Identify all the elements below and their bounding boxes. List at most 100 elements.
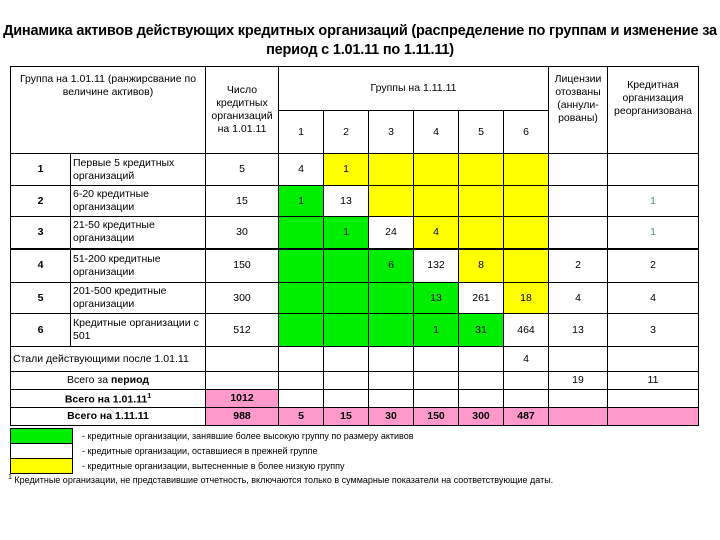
header-group-num: 1 bbox=[278, 110, 324, 154]
transition-cell: 1 bbox=[323, 153, 369, 186]
legend-swatch-green bbox=[10, 428, 73, 444]
transition-cell bbox=[503, 216, 549, 249]
new-active-cell bbox=[413, 346, 459, 372]
licenses-revoked bbox=[548, 153, 608, 186]
group-count: 15 bbox=[205, 185, 279, 217]
reorganized: 1 bbox=[607, 216, 699, 249]
table-cell bbox=[607, 346, 699, 372]
table-row: Стали действующими после 1.01.11 4 bbox=[10, 346, 699, 372]
group-number: 5 bbox=[10, 282, 71, 314]
reorganized: 1 bbox=[607, 185, 699, 217]
table-cell bbox=[205, 346, 279, 372]
transition-cell bbox=[368, 282, 414, 314]
transition-cell bbox=[323, 248, 369, 283]
legend-swatch-white bbox=[10, 443, 73, 459]
table-cell bbox=[503, 371, 549, 390]
total-end-cell: 300 bbox=[458, 407, 504, 426]
total-start-count: 1012 bbox=[205, 389, 279, 408]
table-cell bbox=[413, 389, 459, 408]
table-row: Всего на 1.01.111 1012 bbox=[10, 389, 699, 408]
header-licenses: Лицензии отозваны (аннули-рованы) bbox=[548, 66, 608, 154]
total-end-count: 988 bbox=[205, 407, 279, 426]
transition-cell bbox=[323, 282, 369, 314]
table-row: 2 6-20 кредитные организации 15 1 13 1 bbox=[10, 185, 699, 217]
group-count: 512 bbox=[205, 313, 279, 347]
transition-cell: 6 bbox=[368, 248, 414, 283]
transition-cell bbox=[458, 185, 504, 217]
table-cell bbox=[323, 389, 369, 408]
table-cell bbox=[548, 346, 608, 372]
table-cell bbox=[607, 407, 699, 426]
group-number: 2 bbox=[10, 185, 71, 217]
transition-cell bbox=[413, 153, 459, 186]
header-group-num: 5 bbox=[458, 110, 504, 154]
footnote: 1 Кредитные организации, не представивши… bbox=[8, 474, 554, 485]
group-number: 4 bbox=[10, 248, 71, 283]
legend-swatch-yellow bbox=[10, 458, 73, 474]
transition-cell: 1 bbox=[323, 216, 369, 249]
group-count: 150 bbox=[205, 248, 279, 283]
total-period-label: Всего за период bbox=[10, 371, 206, 390]
table-cell bbox=[368, 389, 414, 408]
transition-cell bbox=[458, 216, 504, 249]
transition-cell bbox=[503, 248, 549, 283]
table-row: Всего на 1.11.11 988 5 15 30 150 300 487 bbox=[10, 407, 699, 426]
table-row: 3 21-50 кредитные организации 30 1 24 4 1 bbox=[10, 216, 699, 249]
transition-cell bbox=[278, 313, 324, 347]
table-row: 6 Кредитные организации с 501 512 1 31 464 13 3 bbox=[10, 313, 699, 347]
group-name: Первые 5 кредитных организаций bbox=[70, 153, 206, 186]
transition-cell: 4 bbox=[278, 153, 324, 186]
table-row: 5 201-500 кредитные организации 300 13 261 18… bbox=[10, 282, 699, 314]
table-cell bbox=[278, 371, 324, 390]
transition-cell: 4 bbox=[413, 216, 459, 249]
page-title: Динамика активов действующих кредитных о… bbox=[3, 23, 717, 58]
transition-cell bbox=[278, 248, 324, 283]
licenses-revoked bbox=[548, 216, 608, 249]
legend-text: - кредитные организации, занявшие более … bbox=[82, 431, 414, 441]
transition-cell: 1 bbox=[413, 313, 459, 347]
header-reorg: Кредитная организация реорганизована bbox=[607, 66, 699, 154]
transition-cell bbox=[323, 313, 369, 347]
transition-cell: 13 bbox=[413, 282, 459, 314]
table-row: Группа на 1.01.11 (ранжирсвание по велич… bbox=[10, 66, 699, 154]
total-end-cell: 30 bbox=[368, 407, 414, 426]
transition-cell: 13 bbox=[323, 185, 369, 217]
transition-cell bbox=[458, 153, 504, 186]
group-name: 51-200 кредитные организации bbox=[70, 248, 206, 283]
total-licenses: 19 bbox=[548, 371, 608, 390]
new-active-cell bbox=[323, 346, 369, 372]
table-cell bbox=[278, 389, 324, 408]
table-cell bbox=[503, 389, 549, 408]
group-name: 201-500 кредитные организации bbox=[70, 282, 206, 314]
transition-cell bbox=[413, 185, 459, 217]
reorganized: 2 bbox=[607, 248, 699, 283]
table-cell bbox=[413, 371, 459, 390]
group-name: 6-20 кредитные организации bbox=[70, 185, 206, 217]
legend-text: - кредитные организации, оставшиеся в пр… bbox=[82, 446, 318, 456]
transition-cell bbox=[368, 185, 414, 217]
table-cell bbox=[548, 407, 608, 426]
licenses-revoked bbox=[548, 185, 608, 217]
table-cell bbox=[548, 389, 608, 408]
group-name: Кредитные организации с 501 bbox=[70, 313, 206, 347]
table-row: 4 51-200 кредитные организации 150 6 132 8 2 2 bbox=[10, 248, 699, 283]
group-count: 300 bbox=[205, 282, 279, 314]
licenses-revoked: 13 bbox=[548, 313, 608, 347]
group-name: 21-50 кредитные организации bbox=[70, 216, 206, 249]
reorganized: 3 bbox=[607, 313, 699, 347]
header-group-num: 2 bbox=[323, 110, 369, 154]
total-end-label: Всего на 1.11.11 bbox=[10, 407, 206, 426]
reorganized bbox=[607, 153, 699, 186]
group-number: 6 bbox=[10, 313, 71, 347]
transition-cell: 8 bbox=[458, 248, 504, 283]
header-group-num: 4 bbox=[413, 110, 459, 154]
transition-cell bbox=[368, 153, 414, 186]
transition-cell: 464 bbox=[503, 313, 549, 347]
table-row: Всего за период 19 11 bbox=[10, 371, 699, 390]
transition-cell bbox=[503, 185, 549, 217]
transition-cell: 261 bbox=[458, 282, 504, 314]
table-row: 1 Первые 5 кредитных организаций 5 4 1 bbox=[10, 153, 699, 186]
header-count: Число кредитных организаций на 1.01.11 bbox=[205, 66, 279, 154]
transition-cell bbox=[368, 313, 414, 347]
